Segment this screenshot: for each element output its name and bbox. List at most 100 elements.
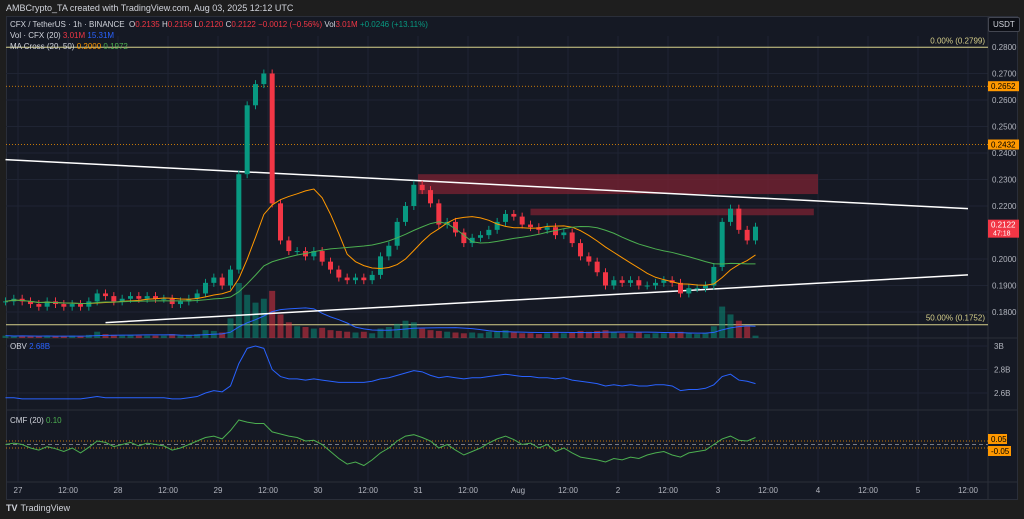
volume-bar [652,333,659,338]
time-tick-label: 5 [916,486,921,495]
candle-body [753,226,758,241]
volume-bar [119,335,126,338]
obv-line [5,345,756,400]
ma-cross-name: MA Cross (20, 50) [10,42,75,51]
volume-bar [152,335,159,338]
candle-body [194,293,200,299]
candle-body [336,269,342,278]
candle-body [86,301,92,307]
volume-bar [144,335,151,338]
time-tick-label: 12:00 [858,486,879,495]
candle-body [494,221,500,230]
candle-body [369,274,375,281]
candle-body [103,293,108,297]
currency-button[interactable]: USDT [988,17,1020,32]
candle-body [703,285,708,289]
candle-body [211,277,217,283]
volume-indicator-legend[interactable]: Vol · CFX (20) 3.01M 15.31M [10,31,114,40]
tv-logo-icon: TV [6,503,18,513]
brand-name: TradingView [20,503,71,513]
vol-label: Vol [324,20,336,29]
last-price-label: 0.2122 [991,221,1016,230]
candle-body [519,216,525,225]
price-change: −0.0012 (−0.56%) [258,20,323,29]
time-tick-label: 12:00 [558,486,579,495]
candle-body [186,298,192,302]
level-badge [988,139,1019,150]
time-tick-label: 12:00 [158,486,179,495]
price-tick-label: 0.2000 [992,255,1017,264]
volume-ma-value: 15.31M [87,31,115,40]
chart-credit: AMBCrypto_TA created with TradingView.co… [6,3,294,13]
volume-bar [110,334,117,338]
volume-bar [352,332,359,338]
last-price-badge [988,219,1019,238]
price-tick-label: 0.2200 [992,202,1017,211]
candle-body [619,280,625,283]
candle-body [178,301,183,305]
volume-bar [527,333,534,338]
volume-ma-line [5,307,756,337]
volume-bar [202,330,209,338]
ma-cross-legend[interactable]: MA Cross (20, 50) 0.2000 0.1972 [10,42,128,51]
candle-body [528,224,533,228]
cmf-level-label: 0.05 [991,435,1007,444]
symbol-name[interactable]: CFX / TetherUS · 1h · BINANCE [10,20,125,29]
volume-bar [719,306,726,338]
volume-bar [377,328,384,338]
volume-bar [594,330,601,338]
volume-bar [494,330,501,338]
high-value: 0.2156 [167,20,193,29]
volume-bar [510,332,517,338]
candle-body [219,277,225,286]
volume-bar [302,327,309,338]
volume-bar [435,330,442,338]
low-label: L [194,20,199,29]
volume-bar [360,331,367,338]
candle-body [719,221,725,267]
cmf-value: 0.10 [46,416,62,425]
open-value: 0.2135 [135,20,160,29]
candle-body [61,304,67,307]
ma20-line [5,188,756,305]
open-label: O [129,20,136,29]
volume-bar [644,334,651,338]
candle-body [503,213,508,222]
volume-bar [102,334,109,338]
price-tick-label: 0.2600 [992,96,1017,105]
volume-bar [27,336,34,338]
candle-body [553,227,558,236]
candle-body [594,261,600,273]
candle-body [628,280,633,283]
ma20-value: 0.2000 [76,42,102,51]
volume-indicator-name: Vol · CFX (20) [10,31,61,40]
volume-bar [735,320,742,338]
time-tick-label: 4 [816,486,821,495]
candle-body [111,296,117,302]
candle-body [561,232,567,236]
volume-bar [535,334,542,338]
volume-bar [477,333,484,338]
chart-frame[interactable] [6,16,1018,500]
obv-tick-label: 2.8B [994,366,1010,375]
candle-body [636,280,642,286]
volume-bar [327,330,334,338]
volume-bar [410,322,417,338]
volume-bar [169,334,176,338]
cmf-legend[interactable]: CMF (20) 0.10 [10,416,62,425]
volume-bar [177,335,184,338]
candle-body [378,256,383,275]
volume-bar [44,335,51,338]
candle-body [78,304,83,307]
time-tick-label: 12:00 [958,486,979,495]
volume-bar [69,335,76,338]
volume-bar [185,334,192,338]
resistance-zone [418,174,818,195]
candle-body [36,304,42,307]
price-tick-label: 0.1800 [992,308,1017,317]
obv-legend[interactable]: OBV 2.68B [10,342,50,351]
volume-bar [694,334,701,338]
candle-body [128,296,133,299]
fib-level-label: 0.00% (0.2799) [930,36,985,45]
